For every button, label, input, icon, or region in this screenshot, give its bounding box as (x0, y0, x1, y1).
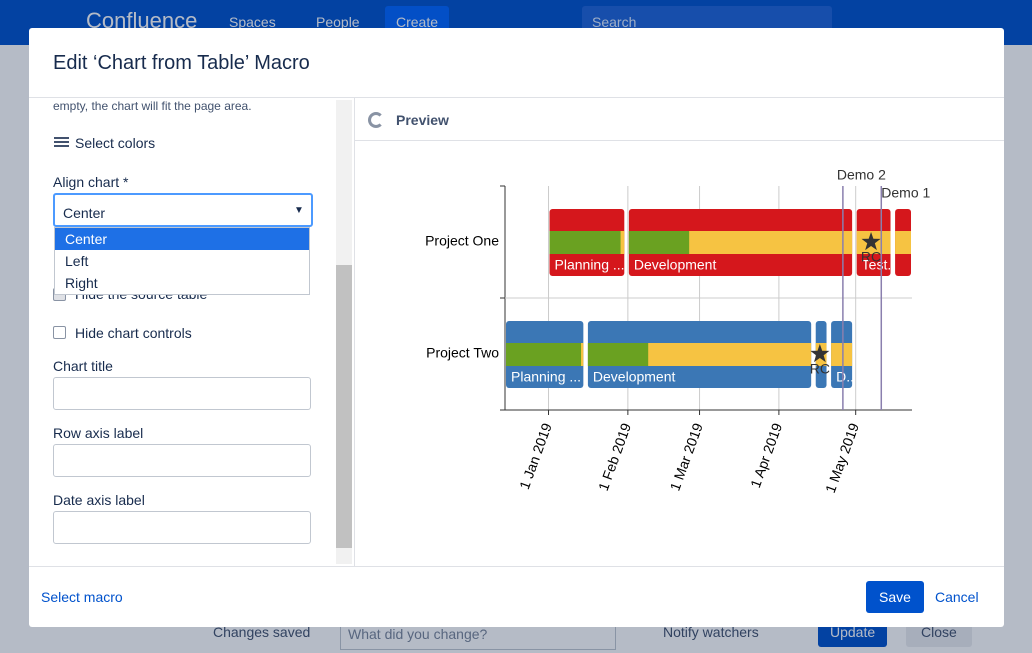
refresh-icon[interactable] (368, 112, 384, 128)
text-input[interactable] (53, 511, 311, 544)
dropdown-option[interactable]: Left (65, 253, 89, 269)
date-axis-label: Date axis label (53, 492, 145, 508)
select-macro[interactable]: Select macro (41, 589, 123, 605)
text-input[interactable] (53, 377, 311, 410)
dropdown: Center Left Right (54, 227, 310, 295)
caret: ▼ (294, 205, 304, 216)
nav-spaces[interactable]: Spaces (229, 14, 276, 30)
cancel-button[interactable]: Cancel (935, 589, 979, 605)
checkbox[interactable] (53, 326, 66, 339)
divider (355, 140, 1004, 141)
notify[interactable]: Notify watchers (663, 624, 759, 640)
chart-title-label: Chart title (53, 358, 113, 374)
hint: empty, the chart will fit the page area. (53, 99, 252, 113)
align-label: Align chart * (53, 174, 129, 190)
scrollbar[interactable] (336, 100, 352, 564)
align-value: Center (63, 205, 106, 221)
align-select[interactable] (53, 193, 313, 227)
status: Changes saved (213, 624, 311, 640)
dialog: Edit ‘Chart from Table’ Macro empty, the… (29, 28, 1004, 627)
menu-icon (54, 137, 69, 139)
text-input[interactable] (53, 444, 311, 477)
save-button[interactable]: Save (866, 581, 924, 613)
preview-heading: Preview (396, 112, 449, 128)
hide-controls: Hide chart controls (75, 325, 192, 341)
divider (29, 97, 1004, 98)
dropdown-option[interactable]: Center (55, 228, 309, 250)
panel-divider (354, 98, 355, 566)
select-colors[interactable]: Select colors (75, 135, 156, 151)
nav-people[interactable]: People (316, 14, 360, 30)
dropdown-option[interactable]: Right (65, 275, 98, 291)
row-axis-label: Row axis label (53, 425, 144, 441)
divider (29, 566, 1004, 567)
dialog-title: Edit ‘Chart from Table’ Macro (53, 52, 310, 74)
